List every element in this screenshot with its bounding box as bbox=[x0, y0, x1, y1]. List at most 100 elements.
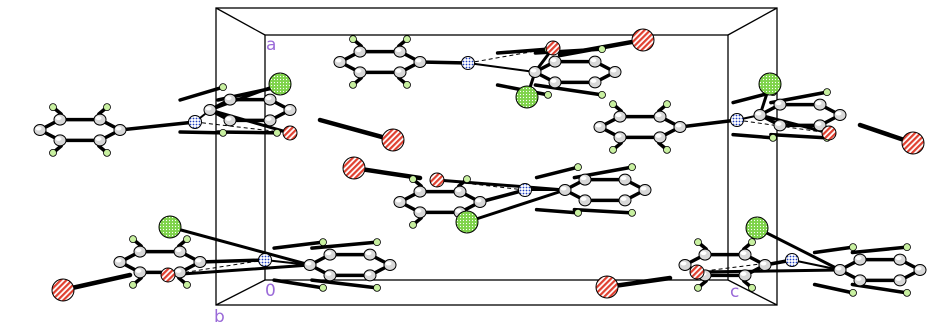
oxygen-atom bbox=[822, 126, 836, 140]
atom-highlight bbox=[581, 176, 587, 180]
atom-highlight bbox=[476, 199, 482, 203]
atom-highlight bbox=[96, 137, 102, 141]
oxygen-atom bbox=[430, 173, 444, 187]
atom-highlight bbox=[356, 48, 362, 52]
bond bbox=[815, 285, 853, 293]
nitrogen-atom bbox=[462, 57, 475, 70]
atom-highlight bbox=[136, 269, 142, 273]
atom-highlight bbox=[776, 101, 782, 105]
atom-highlight bbox=[366, 272, 372, 276]
hydrogen-atom bbox=[904, 289, 911, 296]
atom-highlight bbox=[836, 267, 842, 271]
hydrogen-atom bbox=[50, 149, 57, 156]
axis-label-c: c bbox=[730, 282, 739, 302]
atom-highlight bbox=[326, 272, 332, 276]
hydrogen-atom bbox=[695, 284, 702, 291]
atom-highlight bbox=[561, 187, 567, 191]
atom-highlight bbox=[656, 113, 662, 117]
oxygen-atom bbox=[902, 132, 924, 154]
atom-highlight bbox=[336, 59, 342, 63]
bond bbox=[468, 63, 535, 72]
atom-highlight bbox=[656, 134, 662, 138]
oxygen-atom bbox=[382, 129, 404, 151]
hydrogen-atom bbox=[749, 239, 756, 246]
atom-highlight bbox=[176, 248, 182, 252]
atom-highlight bbox=[456, 188, 462, 192]
hydrogen-atom bbox=[374, 239, 381, 246]
bond bbox=[697, 270, 840, 272]
hydrogen-atom bbox=[50, 104, 57, 111]
hydrogen-atom bbox=[599, 46, 606, 53]
hydrogen-atom bbox=[664, 101, 671, 108]
oxygen-atom bbox=[283, 126, 297, 140]
hydrogen-atom bbox=[575, 209, 582, 216]
nitrogen-atom bbox=[189, 116, 202, 129]
chlorine-atom bbox=[159, 216, 181, 238]
hydrogen-atom bbox=[904, 244, 911, 251]
nitrogen-atom bbox=[731, 114, 744, 127]
oxygen-atom bbox=[52, 279, 74, 301]
crystal-packing-diagram: a 0 b c bbox=[0, 0, 939, 324]
hydrogen-atom bbox=[184, 281, 191, 288]
atom-highlight bbox=[306, 262, 312, 266]
atom-highlight bbox=[96, 116, 102, 120]
hydrogen-atom bbox=[374, 284, 381, 291]
atom-highlight bbox=[591, 58, 597, 62]
hydrogen-atom bbox=[320, 239, 327, 246]
bond bbox=[815, 247, 853, 252]
atom-highlight bbox=[776, 122, 782, 126]
oxygen-atom bbox=[546, 41, 560, 55]
atom-highlight bbox=[356, 69, 362, 73]
atom-highlight bbox=[206, 107, 212, 111]
atom-highlight bbox=[621, 197, 627, 201]
hydrogen-atom bbox=[599, 91, 606, 98]
origin-label: 0 bbox=[265, 281, 276, 301]
chlorine-atom bbox=[516, 86, 538, 108]
hydrogen-atom bbox=[410, 221, 417, 228]
nitrogen-atom bbox=[259, 254, 272, 267]
atom-highlight bbox=[621, 176, 627, 180]
atom-highlight bbox=[616, 134, 622, 138]
atom-highlight bbox=[551, 58, 557, 62]
atom-highlight bbox=[916, 267, 922, 271]
atom-highlight bbox=[856, 277, 862, 281]
nitrogen-atom bbox=[519, 184, 532, 197]
hydrogen-atom bbox=[664, 146, 671, 153]
molecules bbox=[34, 29, 926, 301]
hydrogen-atom bbox=[610, 146, 617, 153]
cell-edge bbox=[216, 280, 265, 305]
hydrogen-atom bbox=[464, 176, 471, 183]
bond bbox=[180, 132, 223, 133]
hydrogen-atom bbox=[575, 164, 582, 171]
atom-highlight bbox=[581, 197, 587, 201]
oxygen-atom bbox=[343, 157, 365, 179]
atom-highlight bbox=[701, 251, 707, 255]
atom-highlight bbox=[36, 127, 42, 131]
atom-highlight bbox=[641, 187, 647, 191]
oxygen-atom bbox=[596, 276, 618, 298]
hydrogen-atom bbox=[629, 164, 636, 171]
hydrogen-atom bbox=[410, 176, 417, 183]
atom-highlight bbox=[756, 112, 762, 116]
atom-highlight bbox=[816, 101, 822, 105]
atom-highlight bbox=[266, 96, 272, 100]
chlorine-atom bbox=[759, 73, 781, 95]
hydrogen-atom bbox=[610, 101, 617, 108]
hydrogen-atom bbox=[130, 236, 137, 243]
atom-highlight bbox=[896, 256, 902, 260]
atom-highlight bbox=[761, 262, 767, 266]
cell-edge bbox=[728, 8, 777, 35]
atom-highlight bbox=[386, 262, 392, 266]
hydrogen-atom bbox=[629, 209, 636, 216]
hydrogen-atom bbox=[749, 284, 756, 291]
atom-highlight bbox=[136, 248, 142, 252]
atom-highlight bbox=[326, 251, 332, 255]
atom-highlight bbox=[416, 188, 422, 192]
axis-label-a: a bbox=[266, 35, 276, 55]
axis-label-b: b bbox=[214, 307, 225, 324]
hydrogen-atom bbox=[850, 244, 857, 251]
atom-highlight bbox=[366, 251, 372, 255]
hydrogen-atom bbox=[104, 149, 111, 156]
atom-highlight bbox=[226, 96, 232, 100]
atom-highlight bbox=[896, 277, 902, 281]
